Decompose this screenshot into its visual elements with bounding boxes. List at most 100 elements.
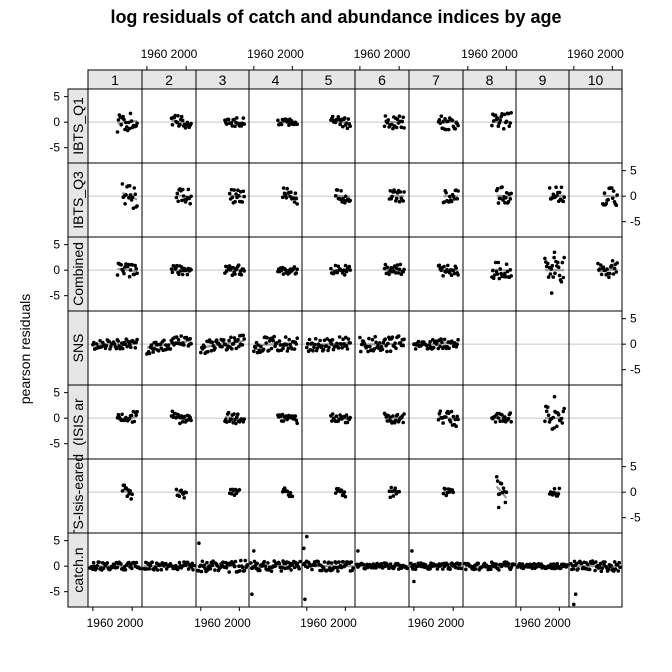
residual-point	[209, 349, 214, 353]
residual-point	[379, 344, 384, 349]
residual-point	[128, 489, 132, 493]
residual-point	[551, 192, 556, 197]
panel-SNS-age-5	[305, 335, 353, 354]
residual-point	[213, 568, 217, 572]
residual-point	[290, 494, 295, 499]
residual-point	[179, 114, 184, 119]
residual-point	[451, 268, 456, 273]
residual-point	[333, 120, 338, 125]
residual-point	[107, 339, 111, 344]
residual-point	[305, 341, 310, 346]
residual-point	[388, 349, 393, 354]
x-tick-label: 1960 2000	[194, 616, 251, 630]
residual-point	[186, 567, 191, 571]
residual-point	[442, 200, 447, 204]
panel-(ISIS ar-age-9	[543, 404, 566, 431]
residual-point	[127, 184, 132, 188]
residual-point	[231, 342, 236, 346]
residual-point	[334, 414, 339, 419]
residual-point	[608, 271, 612, 276]
residual-point	[284, 343, 289, 347]
residual-point	[258, 568, 262, 573]
residual-point	[122, 483, 127, 488]
residual-point	[496, 505, 501, 510]
residual-point	[339, 189, 343, 193]
residual-point	[234, 346, 238, 351]
residual-point	[154, 565, 158, 569]
residual-point	[366, 349, 370, 354]
panel-frame	[515, 236, 570, 312]
residual-point	[437, 263, 442, 268]
residual-point	[444, 415, 448, 419]
residual-point	[508, 268, 513, 272]
residual-point	[178, 122, 182, 127]
panel-catch.n-age-3	[196, 558, 249, 574]
residual-point	[449, 273, 454, 278]
residual-point	[587, 567, 592, 572]
residual-point	[153, 347, 157, 351]
residual-point	[616, 569, 621, 573]
residual-point	[236, 188, 240, 192]
residual-point	[205, 560, 209, 565]
residual-point	[447, 346, 451, 351]
residual-point	[130, 492, 134, 497]
residual-point	[611, 189, 616, 193]
residual-point	[342, 273, 347, 277]
residual-point	[127, 196, 131, 200]
y-tick-label: -5	[49, 289, 60, 303]
residual-point	[232, 412, 236, 416]
y-tick-label: 5	[53, 534, 60, 548]
residual-point	[609, 563, 613, 568]
residual-point	[199, 569, 204, 574]
residual-point	[291, 196, 296, 200]
panel-frame	[462, 310, 517, 386]
residual-point	[497, 568, 501, 572]
residual-point	[126, 262, 131, 267]
residual-point	[94, 566, 99, 571]
panel-frame	[408, 384, 464, 460]
residual-point	[386, 341, 390, 346]
residual-point	[504, 119, 509, 124]
residual-point	[503, 271, 507, 276]
residual-point	[171, 415, 176, 420]
residual-point	[175, 191, 180, 196]
residual-point	[400, 119, 405, 124]
residual-point	[342, 116, 347, 120]
residual-point	[252, 549, 256, 553]
strip-age-7: 7	[432, 72, 440, 88]
residual-point	[266, 561, 270, 565]
residual-point	[324, 344, 329, 348]
residual-point	[493, 420, 498, 424]
residual-point	[277, 561, 282, 566]
residual-point	[508, 121, 513, 125]
residual-point	[560, 421, 565, 425]
residual-point	[383, 337, 388, 342]
residual-point	[92, 340, 96, 345]
residual-point	[174, 487, 179, 492]
residual-point	[497, 492, 502, 496]
panel-frame	[195, 458, 250, 534]
residual-point	[321, 565, 326, 570]
residual-point	[238, 190, 243, 194]
panel-IBTS_Q3-age-8	[494, 185, 513, 205]
residual-point	[173, 411, 177, 416]
residual-point	[125, 494, 130, 499]
residual-point	[501, 486, 506, 491]
row-label-6: TS-Isis-eared	[70, 454, 86, 538]
residual-point	[229, 417, 234, 422]
residual-point	[440, 340, 444, 345]
residual-point	[495, 116, 500, 120]
residual-point	[452, 197, 457, 201]
residual-point	[170, 270, 175, 275]
residual-point	[560, 260, 565, 265]
panel-(ISIS ar-age-3	[223, 410, 246, 426]
residual-point	[551, 415, 555, 420]
residual-point	[456, 189, 460, 193]
y-tick-label: -5	[630, 363, 641, 377]
x-tick-label: 1960 2000	[567, 47, 624, 61]
residual-point	[231, 265, 235, 270]
residual-point	[504, 191, 509, 195]
residual-point	[543, 419, 547, 424]
residual-point	[295, 421, 300, 426]
residual-point	[130, 566, 134, 571]
